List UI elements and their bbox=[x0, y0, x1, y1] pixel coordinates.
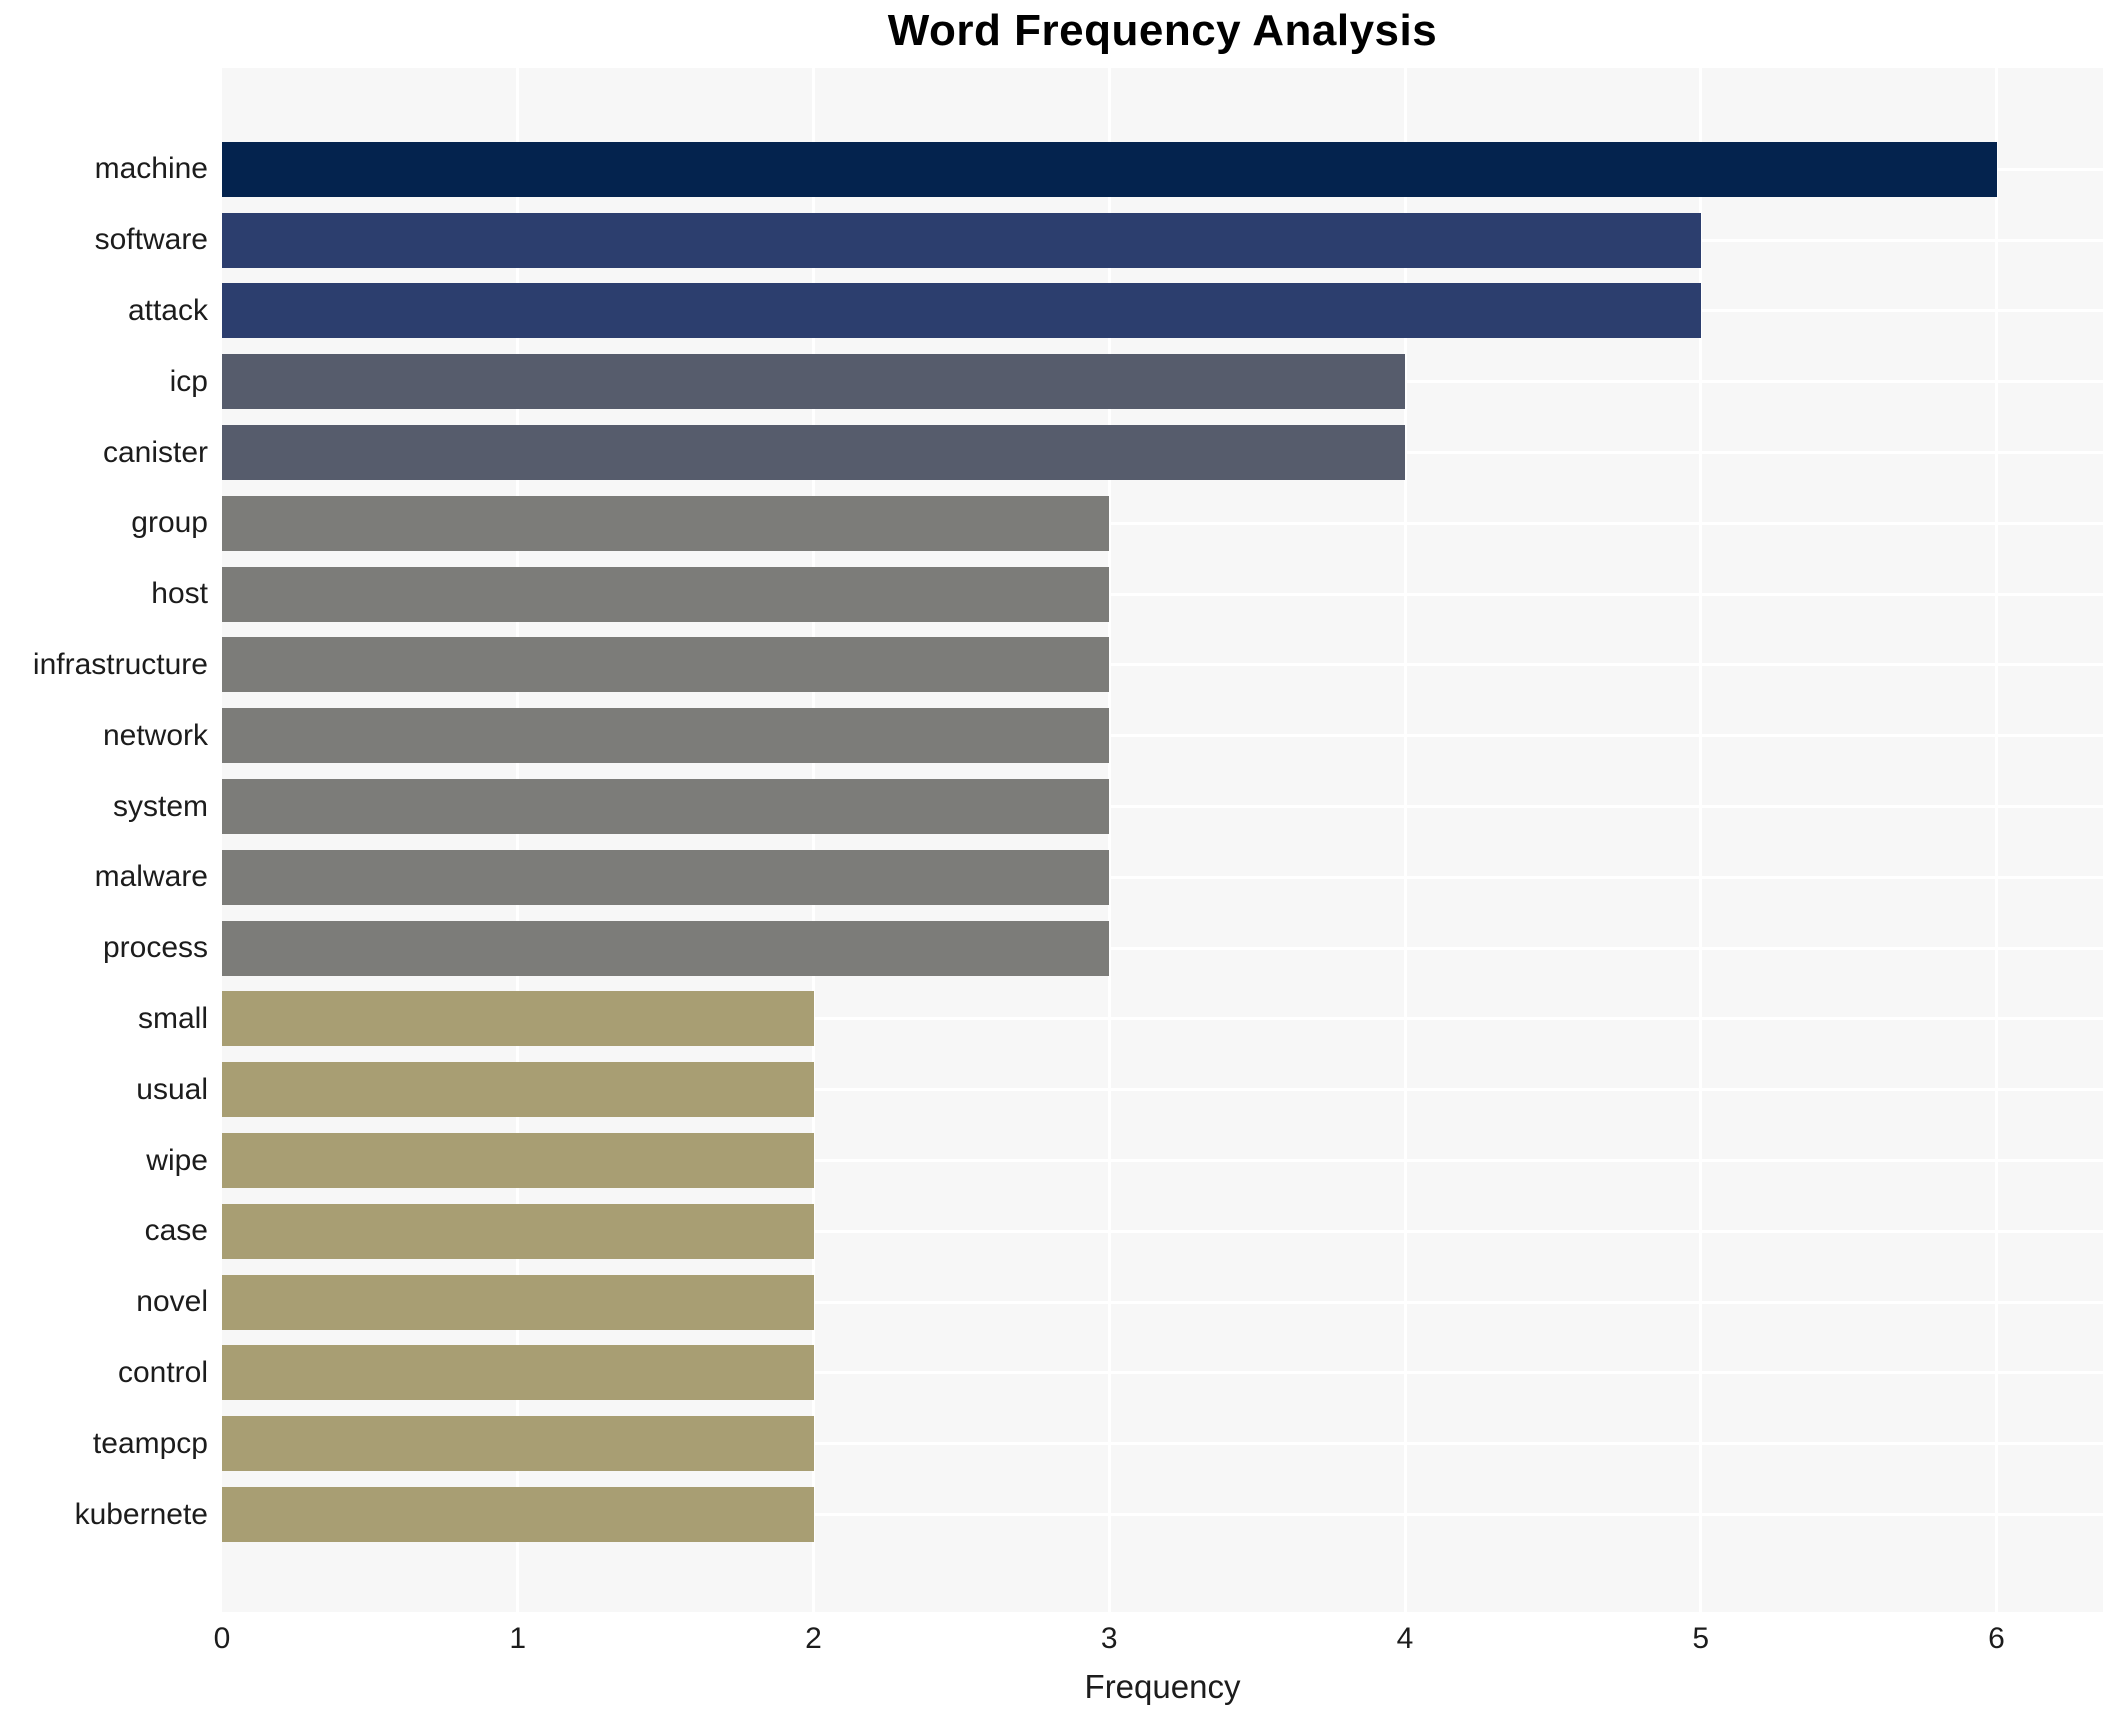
vertical-gridline bbox=[812, 68, 815, 1612]
bar-row: small bbox=[138, 984, 2103, 1055]
x-tick-label: 3 bbox=[1100, 1622, 1118, 1655]
x-tick-label: 6 bbox=[1988, 1622, 2005, 1655]
x-tick-label: 4 bbox=[1396, 1622, 1414, 1655]
vertical-gridline bbox=[1995, 68, 1999, 1612]
frequency-bar bbox=[222, 1274, 814, 1330]
category-label: malware bbox=[94, 860, 208, 894]
frequency-bar bbox=[222, 637, 1110, 693]
x-axis-title: Frequency bbox=[1084, 1668, 1241, 1705]
plot-area: machine software attack icp canister group hos… bbox=[33, 68, 2103, 1612]
frequency-bar bbox=[222, 1416, 814, 1472]
bar-row: icp bbox=[170, 346, 2103, 417]
horizontal-gridline bbox=[222, 592, 2103, 596]
frequency-bar bbox=[222, 920, 1110, 976]
bar-row: attack bbox=[128, 276, 2103, 347]
x-tick-label: 2 bbox=[805, 1622, 822, 1655]
category-label: group bbox=[131, 506, 208, 540]
bar-row: process bbox=[103, 913, 2103, 984]
category-label: system bbox=[112, 789, 208, 823]
frequency-bar bbox=[222, 779, 1110, 835]
category-label: attack bbox=[127, 293, 208, 327]
category-label: machine bbox=[94, 152, 208, 186]
horizontal-gridline bbox=[222, 1371, 2103, 1375]
x-tick-label: 5 bbox=[1692, 1622, 1710, 1655]
frequency-bar bbox=[222, 212, 1701, 268]
category-label: small bbox=[137, 1001, 208, 1035]
frequency-bar bbox=[222, 495, 1110, 551]
frequency-bar bbox=[222, 1487, 814, 1543]
horizontal-gridline bbox=[222, 734, 2103, 738]
frequency-bar bbox=[222, 991, 814, 1047]
vertical-gridline bbox=[1107, 68, 1111, 1612]
frequency-bar bbox=[222, 849, 1110, 905]
horizontal-gridline bbox=[222, 663, 2103, 667]
frequency-bar bbox=[222, 708, 1110, 764]
bar-row: control bbox=[118, 1338, 2103, 1409]
category-label: case bbox=[144, 1214, 208, 1248]
frequency-bar bbox=[222, 1062, 814, 1118]
frequency-bar bbox=[222, 141, 1997, 197]
horizontal-gridline bbox=[222, 1229, 2103, 1233]
bar-row: system bbox=[113, 771, 2103, 842]
frequency-bar bbox=[222, 283, 1701, 339]
category-label: network bbox=[102, 718, 208, 752]
bar-row: kubernete bbox=[75, 1479, 2103, 1550]
horizontal-gridline bbox=[222, 1017, 2103, 1021]
bar-row: malware bbox=[95, 842, 2103, 913]
bar-row: teampcp bbox=[93, 1408, 2103, 1479]
vertical-gridline bbox=[1403, 68, 1407, 1612]
horizontal-gridline bbox=[222, 875, 2103, 879]
category-label: icp bbox=[169, 364, 208, 398]
horizontal-gridline bbox=[222, 1159, 2103, 1163]
category-label: kubernete bbox=[74, 1497, 208, 1531]
category-label: canister bbox=[102, 435, 208, 469]
bar-rows: machine software attack icp canister group hos… bbox=[33, 68, 2103, 1612]
horizontal-gridline bbox=[222, 1300, 2103, 1304]
category-label: host bbox=[151, 577, 208, 611]
bar-row: host bbox=[151, 559, 2103, 630]
bar-row: usual bbox=[136, 1054, 2103, 1125]
horizontal-gridline bbox=[222, 1442, 2103, 1446]
bar-row: infrastructure bbox=[33, 630, 2103, 701]
frequency-bar bbox=[222, 1203, 814, 1259]
category-label: usual bbox=[136, 1072, 208, 1106]
x-tick-label: 0 bbox=[213, 1622, 231, 1655]
category-label: novel bbox=[136, 1285, 208, 1319]
horizontal-gridline bbox=[222, 805, 2103, 809]
horizontal-gridline bbox=[222, 1088, 2103, 1092]
category-label: software bbox=[94, 223, 208, 257]
frequency-bar bbox=[222, 354, 1406, 410]
bar-row: group bbox=[131, 488, 2103, 559]
x-axis-ticks: 0 1 2 3 4 5 6 bbox=[214, 1622, 2103, 1662]
bar-row: software bbox=[95, 205, 2103, 276]
frequency-bar bbox=[222, 425, 1406, 481]
bar-row: novel bbox=[136, 1267, 2103, 1338]
bar-row: network bbox=[103, 700, 2103, 771]
chart-title: Word Frequency Analysis bbox=[887, 6, 1438, 55]
bar-row: wipe bbox=[146, 1125, 2103, 1196]
category-label: infrastructure bbox=[32, 647, 208, 681]
bar-row: canister bbox=[103, 417, 2103, 488]
horizontal-gridline bbox=[222, 1513, 2103, 1517]
horizontal-gridline bbox=[222, 946, 2103, 950]
frequency-bar bbox=[222, 1133, 814, 1189]
bar-row: machine bbox=[95, 134, 2103, 205]
category-label: process bbox=[102, 931, 208, 965]
category-label: teampcp bbox=[92, 1426, 208, 1460]
x-tick-label: 1 bbox=[509, 1622, 527, 1655]
category-label: wipe bbox=[146, 1143, 208, 1177]
frequency-bar bbox=[222, 566, 1110, 622]
frequency-bar bbox=[222, 1345, 814, 1401]
vertical-gridline bbox=[516, 68, 520, 1612]
category-label: control bbox=[117, 1355, 208, 1389]
vertical-gridline bbox=[1699, 68, 1703, 1612]
bar-row: case bbox=[145, 1196, 2103, 1267]
horizontal-gridline bbox=[222, 521, 2103, 525]
